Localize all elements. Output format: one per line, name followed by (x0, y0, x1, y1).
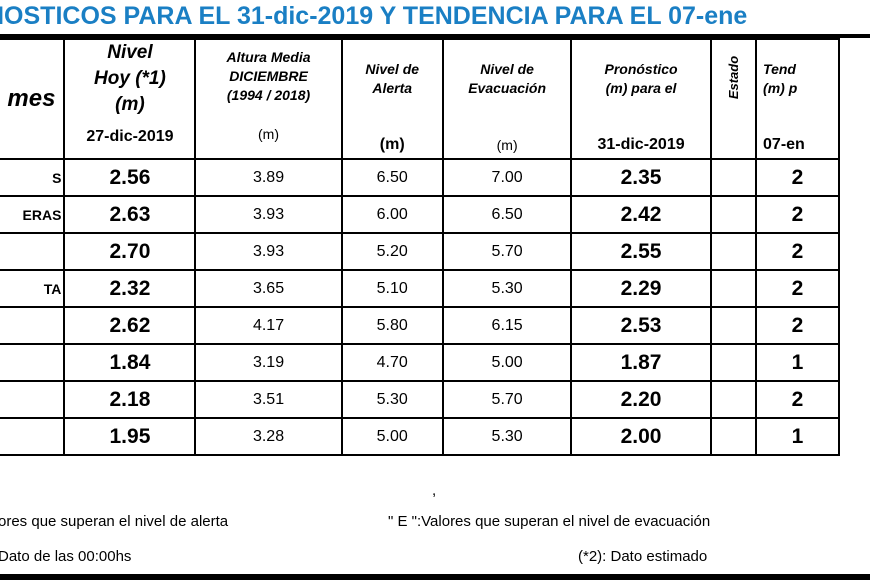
bottom-border (0, 574, 870, 580)
altura-media-value: 3.93 (194, 195, 343, 234)
altura-media-value: 3.19 (194, 343, 343, 382)
tendencia-value: 2 (755, 232, 840, 271)
header-nivel-alerta: Nivel de Alerta (m) (340, 38, 444, 160)
nivel-hoy-value: 1.95 (63, 417, 197, 456)
altura-media-value: 3.65 (194, 269, 343, 308)
pronostico-value: 2.29 (570, 269, 712, 308)
footer-note-dato: Dato de las 00:00hs (0, 548, 132, 565)
estado-value (709, 343, 758, 382)
pronostico-value: 2.55 (570, 232, 712, 271)
nivel-alerta-value: 6.50 (340, 158, 444, 197)
table-row: 1.84 3.19 4.70 5.00 1.87 1 (0, 343, 840, 382)
table-row: TA 2.32 3.65 5.10 5.30 2.29 2 (0, 269, 840, 308)
nivel-alerta-value: 5.00 (340, 417, 444, 456)
forecast-table: mes Nivel Hoy (*1) (m) 27-dic-2019 Altur… (0, 38, 840, 456)
nivel-hoy-value: 2.18 (63, 380, 197, 419)
pronostico-value: 2.42 (570, 195, 712, 234)
estado-value (709, 417, 758, 456)
altura-media-value: 3.89 (194, 158, 343, 197)
estado-value (709, 195, 758, 234)
header-tendencia: Tend (m) p 07-en (755, 38, 840, 160)
nivel-evacuacion-value: 7.00 (441, 158, 573, 197)
nivel-alerta-value: 5.80 (340, 306, 444, 345)
pronostico-value: 2.53 (570, 306, 712, 345)
table-row: 1.95 3.28 5.00 5.30 2.00 1 (0, 417, 840, 456)
nivel-hoy-value: 2.70 (63, 232, 197, 271)
footer-note-estimado: (*2): Dato estimado (578, 548, 708, 565)
altura-media-value: 3.28 (194, 417, 343, 456)
nivel-evacuacion-value: 5.00 (441, 343, 573, 382)
altura-media-value: 4.17 (194, 306, 343, 345)
station-name: S (0, 158, 66, 197)
nivel-evacuacion-value: 5.70 (441, 380, 573, 419)
nivel-hoy-value: 2.63 (63, 195, 197, 234)
header-station: mes (0, 38, 66, 160)
pronostico-value: 1.87 (570, 343, 712, 382)
estado-value (709, 269, 758, 308)
nivel-alerta-value: 5.20 (340, 232, 444, 271)
report-title: NOSTICOS PARA EL 31-dic-2019 Y TENDENCIA… (0, 2, 748, 30)
nivel-alerta-value: 5.10 (340, 269, 444, 308)
nivel-evacuacion-value: 5.70 (441, 232, 573, 271)
table-row: ERAS 2.63 3.93 6.00 6.50 2.42 2 (0, 195, 840, 234)
nivel-hoy-value: 2.32 (63, 269, 197, 308)
title-divider (0, 34, 870, 38)
tendencia-value: 2 (755, 380, 840, 419)
station-name (0, 417, 66, 456)
station-name: ERAS (0, 195, 66, 234)
station-name (0, 343, 66, 382)
table-row: S 2.56 3.89 6.50 7.00 2.35 2 (0, 158, 840, 197)
nivel-evacuacion-value: 5.30 (441, 417, 573, 456)
estado-value (709, 306, 758, 345)
nivel-alerta-value: 5.30 (340, 380, 444, 419)
altura-media-value: 3.93 (194, 232, 343, 271)
station-name (0, 380, 66, 419)
header-estado: Estado (709, 38, 758, 160)
nivel-hoy-value: 1.84 (63, 343, 197, 382)
nivel-hoy-value: 2.62 (63, 306, 197, 345)
tendencia-value: 2 (755, 195, 840, 234)
header-pronostico: Pronóstico (m) para el 31-dic-2019 (570, 38, 712, 160)
nivel-alerta-value: 6.00 (340, 195, 444, 234)
tendencia-value: 2 (755, 306, 840, 345)
footer-note-alerta: ores que superan el nivel de alerta (0, 513, 229, 530)
estado-value (709, 232, 758, 271)
station-name (0, 306, 66, 345)
table-header-row: mes Nivel Hoy (*1) (m) 27-dic-2019 Altur… (0, 38, 840, 160)
pronostico-value: 2.00 (570, 417, 712, 456)
tendencia-value: 1 (755, 417, 840, 456)
header-nivel-evacuacion: Nivel de Evacuación (m) (441, 38, 573, 160)
tendencia-value: 2 (755, 269, 840, 308)
header-nivel-hoy: Nivel Hoy (*1) (m) 27-dic-2019 (63, 38, 197, 160)
header-altura-media: Altura Media DICIEMBRE (1994 / 2018) (m) (194, 38, 343, 160)
nivel-evacuacion-value: 6.50 (441, 195, 573, 234)
nivel-alerta-value: 4.70 (340, 343, 444, 382)
nivel-evacuacion-value: 6.15 (441, 306, 573, 345)
estado-value (709, 380, 758, 419)
nivel-hoy-value: 2.56 (63, 158, 197, 197)
nivel-evacuacion-value: 5.30 (441, 269, 573, 308)
pronostico-value: 2.35 (570, 158, 712, 197)
table-row: 2.18 3.51 5.30 5.70 2.20 2 (0, 380, 840, 419)
estado-value (709, 158, 758, 197)
table-row: 2.62 4.17 5.80 6.15 2.53 2 (0, 306, 840, 345)
pronostico-value: 2.20 (570, 380, 712, 419)
altura-media-value: 3.51 (194, 380, 343, 419)
station-name (0, 232, 66, 271)
footer-comma: , (432, 482, 437, 499)
station-name: TA (0, 269, 66, 308)
tendencia-value: 1 (755, 343, 840, 382)
tendencia-value: 2 (755, 158, 840, 197)
footer-note-evacuacion: " E ":Valores que superan el nivel de ev… (388, 513, 711, 530)
table-row: 2.70 3.93 5.20 5.70 2.55 2 (0, 232, 840, 271)
